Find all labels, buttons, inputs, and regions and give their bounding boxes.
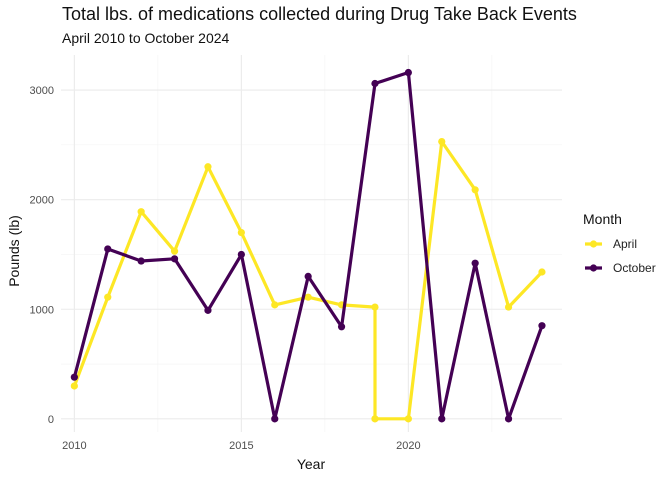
y-tick-label: 3000 bbox=[30, 85, 54, 97]
x-tick-label: 2010 bbox=[62, 440, 86, 452]
data-point-october bbox=[204, 306, 212, 314]
chart-title: Total lbs. of medications collected duri… bbox=[62, 4, 577, 24]
data-point-october bbox=[137, 257, 145, 265]
y-tick-label: 1000 bbox=[30, 304, 54, 316]
series-line-october bbox=[72, 70, 544, 421]
x-tick-labels: 2010 2015 2020 bbox=[62, 440, 420, 452]
data-point-october bbox=[371, 79, 379, 88]
legend-label-april: April bbox=[613, 237, 637, 251]
data-point-april bbox=[237, 228, 245, 237]
data-point-october bbox=[170, 255, 179, 263]
data-point-october bbox=[337, 323, 346, 331]
data-point-april bbox=[170, 247, 179, 255]
data-point-april bbox=[471, 186, 479, 194]
legend-key-point-october bbox=[589, 264, 598, 272]
data-point-october bbox=[304, 272, 312, 280]
data-point-april bbox=[404, 415, 412, 423]
y-axis-title: Pounds (lb) bbox=[6, 215, 22, 287]
y-tick-labels: 0 1000 2000 3000 bbox=[30, 85, 54, 426]
series-layer bbox=[70, 68, 546, 423]
grid-minor bbox=[61, 55, 562, 432]
grid-major bbox=[61, 55, 562, 432]
x-tick-label: 2020 bbox=[396, 440, 420, 452]
data-point-april bbox=[70, 382, 78, 390]
data-point-april bbox=[538, 268, 546, 276]
data-point-october bbox=[404, 68, 412, 77]
legend-title: Month bbox=[583, 211, 622, 227]
data-point-october bbox=[504, 415, 513, 423]
y-tick-label: 0 bbox=[48, 414, 54, 426]
chart-subtitle: April 2010 to October 2024 bbox=[62, 30, 230, 46]
data-point-october bbox=[70, 373, 78, 381]
data-point-april bbox=[304, 293, 312, 301]
data-point-october bbox=[271, 415, 279, 423]
y-tick-label: 2000 bbox=[30, 195, 54, 207]
data-point-april bbox=[371, 303, 379, 311]
data-point-april bbox=[104, 293, 112, 301]
data-point-october bbox=[538, 322, 546, 330]
data-point-october bbox=[237, 250, 245, 259]
data-point-october bbox=[471, 259, 479, 267]
data-point-april bbox=[204, 163, 212, 171]
x-tick-label: 2015 bbox=[229, 440, 253, 452]
data-point-october bbox=[438, 415, 446, 423]
data-point-april bbox=[137, 208, 145, 216]
data-point-april bbox=[438, 137, 446, 146]
data-point-april bbox=[371, 415, 379, 423]
data-point-october bbox=[104, 245, 112, 253]
x-axis-title: Year bbox=[297, 456, 326, 472]
legend-label-october: October bbox=[613, 261, 656, 275]
legend: Month April October bbox=[583, 211, 656, 275]
data-point-april bbox=[504, 303, 513, 311]
legend-key-point-april bbox=[589, 240, 598, 248]
data-point-april bbox=[271, 301, 279, 309]
